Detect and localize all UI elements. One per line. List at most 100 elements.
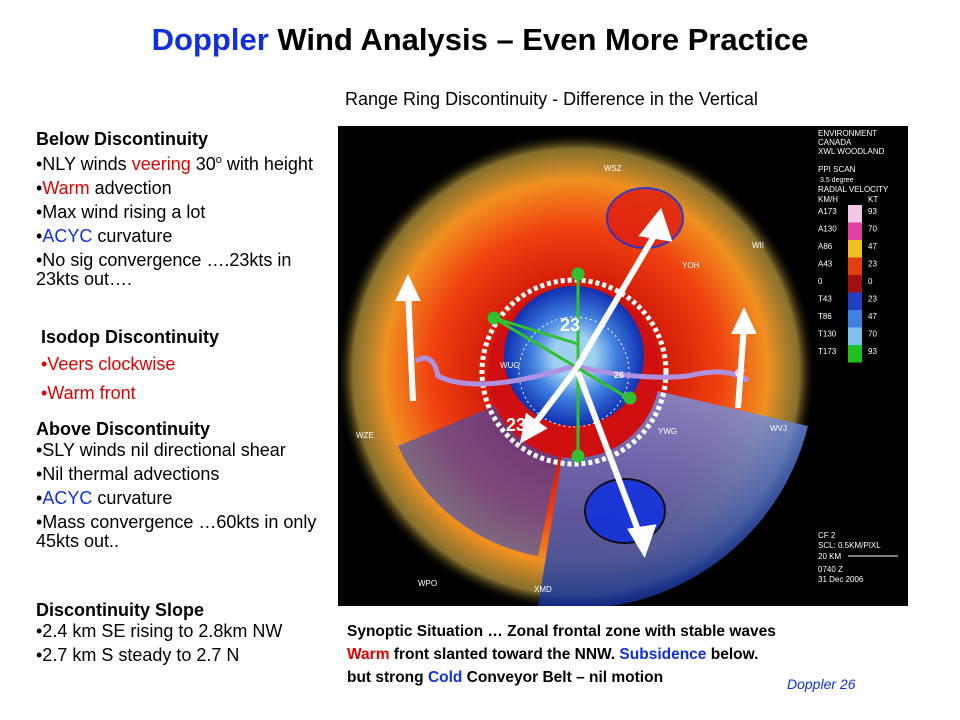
site: WUG [500,361,520,370]
legend-text: CF 2 [818,531,836,540]
slope-block: Discontinuity Slope •2.4 km SE rising to… [36,601,326,670]
t: •SLY winds nil directional shear [36,440,286,460]
scale-left: T130 [818,330,837,339]
site: WSZ [604,164,622,173]
above-block: Above Discontinuity •SLY winds nil direc… [36,420,321,556]
scale-left: A43 [818,260,833,269]
t: Subsidence [619,646,707,663]
t: • [36,226,43,246]
synoptic: Synoptic Situation … Zonal frontal zone … [347,620,776,689]
scale-swatch [848,205,862,223]
site: YWG [658,427,677,436]
item: •ACYC curvature [36,489,321,508]
t: veering [131,154,191,174]
scale-left: T43 [818,295,832,304]
item: •2.4 km SE rising to 2.8km NW [36,621,283,641]
item: •Max wind rising a lot [36,203,321,222]
isodop-block: Isodop Discontinuity •Veers clockwise •W… [41,328,321,408]
legend-text: 20 KM [818,552,841,561]
t: o [215,154,222,166]
scale-right: 70 [868,330,877,339]
t: Conveyor Belt – nil motion [462,669,664,686]
legend-text: RADIAL VELOCITY [818,185,889,194]
line: but strong Cold Conveyor Belt – nil moti… [347,666,776,689]
velocity-labels: 23 23 26 67 [506,315,745,435]
heading: Above Discontinuity [36,419,211,439]
heading: Below Discontinuity [36,129,209,149]
legend-text: KM/H [818,195,838,204]
scale-right: 70 [868,225,877,234]
item: •2.7 km S steady to 2.7 N [36,645,240,665]
legend-text: XWL WOODLAND [818,147,885,156]
footer: Doppler 26 [787,676,856,692]
t: but strong [347,669,428,686]
t: •NLY winds [36,154,132,174]
label: 67 [735,368,745,378]
site: XMD [534,585,552,594]
scale-swatch [848,327,862,345]
t: curvature [92,488,173,508]
t: •Max wind rising a lot [36,202,206,222]
radar-legend: ENVIRONMENT CANADA XWL WOODLAND PPI SCAN… [818,129,898,584]
t: •No sig convergence ….23kts in 23kts out… [36,250,292,289]
legend-text: 31 Dec 2006 [818,575,864,584]
scale-swatch [848,345,862,363]
scale-left: T173 [818,347,837,356]
item: •Nil thermal advections [36,465,321,484]
page-number: 26 [839,676,856,692]
legend-text: SCL: 0.5KM/PIXL [818,541,881,550]
legend-text: 3.5 degree [820,177,854,184]
range-ring [479,277,669,467]
heading: Discontinuity Slope [36,600,205,620]
t: • [36,488,43,508]
scale-right: 23 [868,260,877,269]
site: WII [752,241,764,250]
scale-right: 93 [868,347,877,356]
item: •Mass convergence …60kts in only 45kts o… [36,513,321,551]
scale-right: 93 [868,207,877,216]
scale-right: 0 [868,277,873,286]
item: •Warm front [41,383,136,403]
line: Warm front slanted toward the NNW. Subsi… [347,643,776,666]
scale-left: A130 [818,225,837,234]
t: advection [89,178,172,198]
t: ACYC [42,226,93,246]
legend-text: ENVIRONMENT [818,129,877,138]
arrows [395,207,757,559]
site: WPO [418,579,437,588]
subtitle: Range Ring Discontinuity - Difference in… [345,89,758,109]
label: 23 [506,415,526,435]
scale-left: A86 [818,242,833,251]
sites: WSZ WII YOH WUG WZE WVJ YWG WPO XMD [356,164,787,594]
radar-image: 23 23 26 67 WSZ WII YOH WUG WZE WVJ YWG … [338,126,908,606]
scale-right: 23 [868,295,877,304]
scale-swatch [848,292,862,310]
scale-left: T86 [818,312,832,321]
item: •No sig convergence ….23kts in 23kts out… [36,251,321,289]
t: •Nil thermal advections [36,464,220,484]
label: 23 [560,315,580,335]
item: •Veers clockwise [41,354,176,374]
t: Cold [427,669,463,686]
t: •Mass convergence …60kts in only 45kts o… [36,512,317,551]
heading: Isodop Discontinuity [41,327,219,347]
t: curvature [92,226,173,246]
legend-text: 0740 Z [818,565,843,574]
t: ACYC [42,488,93,508]
item: •Warm advection [36,179,321,198]
scale-swatch [848,275,862,293]
scale-swatch [848,310,862,328]
legend-text: KT [868,195,878,204]
title-highlight: Doppler [151,22,269,57]
scale-swatch [848,222,862,240]
item: •SLY winds nil directional shear [36,441,321,460]
t: below. [706,646,759,663]
t: with height [221,154,313,174]
line: Synoptic Situation … Zonal frontal zone … [347,620,776,643]
t: front slanted toward the NNW. [389,646,620,663]
label: 26 [614,370,624,380]
scale-right: 47 [868,312,877,321]
t: • [36,178,43,198]
title: Doppler Wind Analysis – Even More Practi… [0,22,960,58]
legend-text: PPI SCAN [818,165,856,174]
